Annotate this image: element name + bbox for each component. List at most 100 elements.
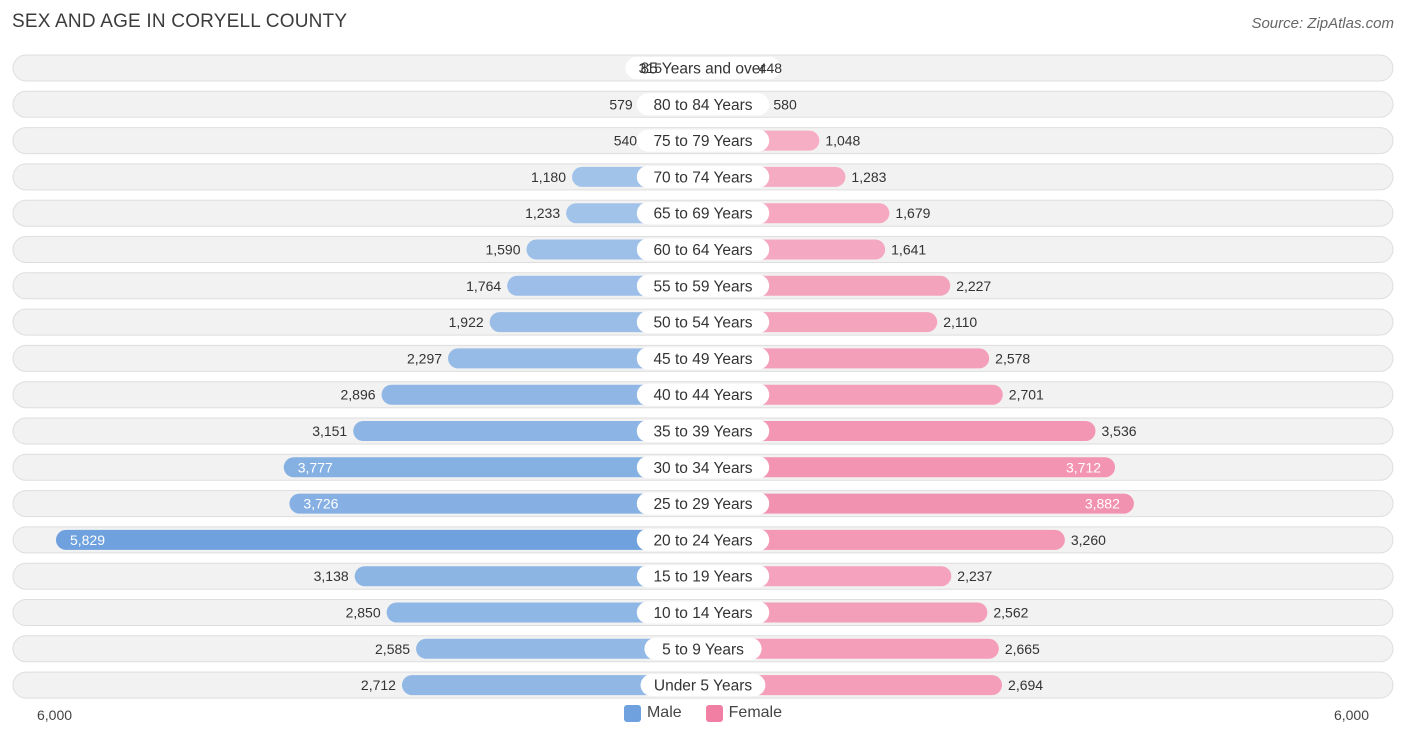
legend-label-female: Female [728, 704, 783, 721]
category-label-background [636, 129, 770, 152]
value-label-male: 2,712 [361, 677, 396, 693]
category-label-background [644, 637, 762, 660]
category-label: 40 to 44 Years [653, 387, 752, 404]
category-label: 30 to 34 Years [653, 460, 752, 477]
value-label-female: 2,665 [1005, 641, 1040, 657]
category-label: 20 to 24 Years [653, 532, 752, 549]
category-label-background [636, 311, 770, 334]
value-label-female: 3,882 [1085, 496, 1120, 512]
value-label-female: 1,641 [891, 242, 926, 258]
value-label-male: 3,138 [314, 568, 349, 584]
bar-female [703, 675, 1003, 696]
legend-item-female[interactable]: Female [705, 704, 783, 722]
bar-female [703, 348, 990, 369]
value-label-male: 2,585 [375, 641, 410, 657]
legend-swatch-female [705, 704, 723, 722]
value-label-female: 3,536 [1101, 423, 1136, 439]
bar-female [703, 493, 1134, 514]
value-label-male: 5,829 [70, 532, 105, 548]
bar-female [703, 529, 1065, 550]
bar-male [353, 421, 703, 441]
bar-male [416, 638, 703, 659]
category-label-background [636, 347, 770, 370]
category-label: 10 to 14 Years [653, 605, 752, 622]
value-label-female: 580 [773, 96, 797, 112]
value-label-male: 2,297 [407, 350, 442, 366]
category-label: 70 to 74 Years [653, 169, 752, 186]
category-label: 55 to 59 Years [653, 278, 752, 295]
category-label-background [636, 165, 770, 188]
legend: Male Female [0, 704, 1406, 722]
value-label-female: 448 [759, 60, 783, 76]
category-label: 25 to 29 Years [653, 496, 752, 513]
bar-female [703, 421, 1096, 441]
value-label-female: 3,260 [1071, 532, 1106, 548]
value-label-male: 2,896 [340, 387, 375, 403]
bar-male [289, 493, 703, 514]
category-label-background [625, 57, 781, 79]
category-label-background [636, 274, 770, 297]
category-label: 80 to 84 Years [653, 97, 752, 114]
category-label: 85 Years and over [641, 61, 766, 78]
bar-male [283, 457, 703, 478]
value-label-female: 2,562 [993, 605, 1028, 621]
category-label-background [636, 601, 770, 624]
source-label: Source: ZipAtlas.com [1251, 15, 1394, 32]
category-label: 35 to 39 Years [653, 424, 752, 441]
category-label: 45 to 49 Years [653, 351, 752, 368]
value-label-male: 2,850 [346, 605, 381, 621]
value-label-male: 3,726 [303, 496, 338, 512]
legend-swatch-male [623, 704, 641, 722]
value-label-female: 2,701 [1009, 387, 1044, 403]
legend-label-male: Male [646, 704, 682, 721]
value-label-male: 1,233 [525, 205, 560, 221]
category-label-background [636, 528, 770, 551]
bar-male [386, 602, 703, 623]
value-label-female: 1,679 [895, 205, 930, 221]
value-label-female: 2,227 [956, 278, 991, 294]
category-label-background [636, 238, 770, 261]
legend-item-male[interactable]: Male [623, 704, 682, 722]
category-label-background [636, 202, 770, 225]
category-label: 60 to 64 Years [653, 242, 752, 259]
category-label-background [636, 456, 770, 479]
category-label: Under 5 Years [654, 678, 752, 695]
category-label-background [640, 674, 766, 697]
axis-label-right: 6,000 [1333, 707, 1369, 723]
value-label-female: 3,712 [1066, 459, 1101, 475]
value-label-male: 315 [639, 60, 663, 76]
value-label-male: 1,180 [531, 169, 566, 185]
value-label-female: 1,048 [825, 133, 860, 149]
bar-female [703, 638, 999, 659]
category-label-background [636, 492, 770, 515]
value-label-male: 1,590 [485, 242, 520, 258]
value-label-female: 1,283 [851, 169, 886, 185]
bar-female [703, 384, 1003, 405]
page-title: SEX AND AGE IN CORYELL COUNTY [12, 11, 348, 32]
value-label-female: 2,694 [1008, 677, 1043, 693]
category-label: 50 to 54 Years [653, 315, 752, 332]
axis-label-left: 6,000 [37, 707, 73, 723]
category-label: 75 to 79 Years [653, 133, 752, 150]
value-label-male: 3,777 [298, 459, 333, 475]
value-label-male: 3,151 [312, 423, 347, 439]
category-label: 65 to 69 Years [653, 206, 752, 223]
category-label: 5 to 9 Years [662, 641, 744, 658]
value-label-female: 2,578 [995, 350, 1030, 366]
bar-female [703, 602, 988, 623]
category-label-background [636, 565, 770, 588]
bar-male [354, 566, 703, 587]
value-label-female: 2,237 [957, 568, 992, 584]
category-label-background [636, 93, 770, 116]
bar-male [55, 529, 703, 550]
bar-female [703, 457, 1116, 478]
value-label-male: 579 [609, 96, 633, 112]
category-label-background [636, 383, 770, 406]
bar-male [381, 384, 703, 405]
value-label-male: 540 [614, 133, 638, 149]
category-label-background [636, 420, 770, 442]
category-label: 15 to 19 Years [653, 569, 752, 586]
value-label-male: 1,764 [466, 278, 501, 294]
bar-male [401, 675, 703, 696]
